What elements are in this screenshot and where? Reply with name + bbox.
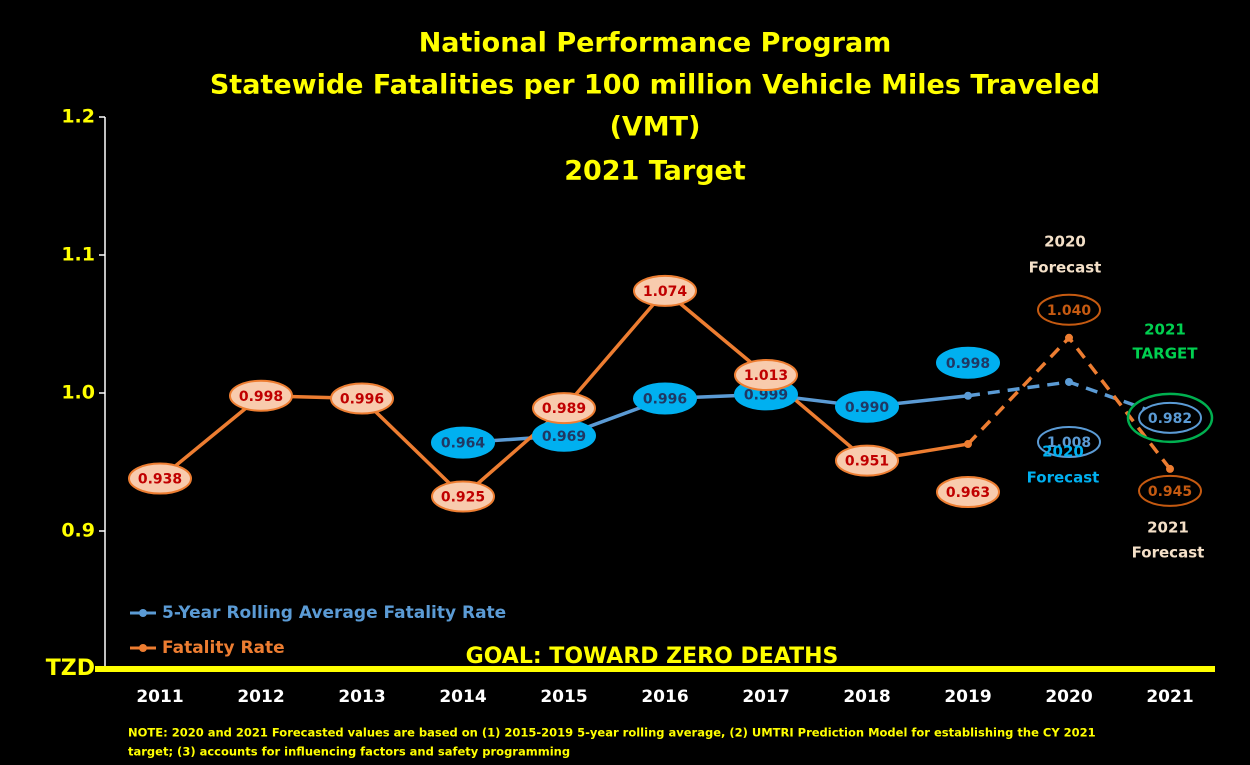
annotation: 2020 <box>1044 233 1086 251</box>
y-tick-label: 0.9 <box>61 520 95 542</box>
chart-title: (VMT) <box>610 112 701 143</box>
label-bubble <box>1138 474 1202 507</box>
point <box>1166 464 1174 473</box>
annotation: Forecast <box>1029 259 1102 277</box>
x-tick-label: 2021 <box>1146 687 1193 707</box>
y-tick-label: 1.1 <box>61 244 95 266</box>
data-label: 0.990 <box>845 400 890 416</box>
point <box>964 440 972 449</box>
x-tick-label: 2020 <box>1045 687 1092 707</box>
chart-title: 2021 Target <box>564 156 746 187</box>
annotation: Forecast <box>1027 469 1100 487</box>
data-label: 1.008 <box>1047 435 1091 451</box>
data-label: 0.963 <box>946 485 990 501</box>
label-bubble <box>936 346 1000 379</box>
annotation: 2021 <box>1144 321 1186 339</box>
note: NOTE: 2020 and 2021 Forecasted values ar… <box>128 726 1096 740</box>
x-tick-label: 2012 <box>237 687 284 707</box>
data-label: 0.945 <box>1148 484 1192 500</box>
label-bubble <box>1037 425 1101 458</box>
data-label: 1.040 <box>1047 303 1092 319</box>
x-tick-label: 2014 <box>439 687 486 707</box>
point <box>964 391 972 400</box>
legend-label: Fatality Rate <box>162 638 285 658</box>
label-bubble <box>431 480 495 513</box>
data-label: 0.999 <box>744 387 788 403</box>
legend-label: 5-Year Rolling Average Fatality Rate <box>162 603 506 623</box>
label-bubble <box>532 392 596 425</box>
label-bubble <box>1037 293 1101 326</box>
label-bubble <box>835 390 899 423</box>
x-tick-label: 2013 <box>338 687 385 707</box>
label-bubble <box>229 379 293 412</box>
label-bubble <box>633 382 697 415</box>
label-bubble <box>1138 401 1202 434</box>
annotation: 2020 <box>1042 443 1084 461</box>
target-ring <box>1126 392 1214 444</box>
data-label: 0.969 <box>542 429 586 445</box>
x-tick-label: 2017 <box>742 687 789 707</box>
data-label: 0.998 <box>239 389 283 405</box>
data-label: 0.925 <box>441 490 485 506</box>
x-tick-label: 2018 <box>843 687 890 707</box>
legend-marker <box>139 644 147 652</box>
goal: GOAL: TOWARD ZERO DEATHS <box>466 644 839 669</box>
x-tick-label: 2016 <box>641 687 688 707</box>
point <box>1065 377 1073 386</box>
y-tick-label: 1.0 <box>61 382 95 404</box>
data-label: 0.964 <box>441 436 486 452</box>
data-label: 1.013 <box>744 368 788 384</box>
data-label: 0.951 <box>845 454 889 470</box>
data-label: 0.996 <box>643 392 687 408</box>
label-bubble <box>936 476 1000 509</box>
data-label: 0.996 <box>340 392 384 408</box>
data-label: 0.938 <box>138 472 182 488</box>
label-bubble <box>431 426 495 459</box>
label-bubble <box>835 444 899 477</box>
annotation: 2021 <box>1147 519 1189 537</box>
data-label: 0.998 <box>946 356 990 372</box>
data-label: 0.989 <box>542 401 586 417</box>
label-bubble <box>330 382 394 415</box>
point <box>1065 333 1073 342</box>
chart-title: Statewide Fatalities per 100 million Veh… <box>210 70 1100 101</box>
x-tick-label: 2019 <box>944 687 991 707</box>
x-tick-label: 2011 <box>136 687 183 707</box>
y-tick-label: 1.2 <box>61 106 95 128</box>
annotation: TARGET <box>1132 345 1198 363</box>
chart-title: National Performance Program <box>419 28 892 59</box>
x-tick-label: 2015 <box>540 687 587 707</box>
label-bubble <box>734 359 798 392</box>
legend-marker <box>139 609 147 617</box>
label-bubble <box>633 274 697 307</box>
data-label: 1.074 <box>643 284 688 300</box>
y-tick-label: TZD <box>46 656 95 681</box>
note: target; (3) accounts for influencing fac… <box>128 745 570 759</box>
label-bubble <box>128 462 192 495</box>
data-label: 0.982 <box>1148 411 1192 427</box>
annotation: Forecast <box>1132 544 1205 562</box>
